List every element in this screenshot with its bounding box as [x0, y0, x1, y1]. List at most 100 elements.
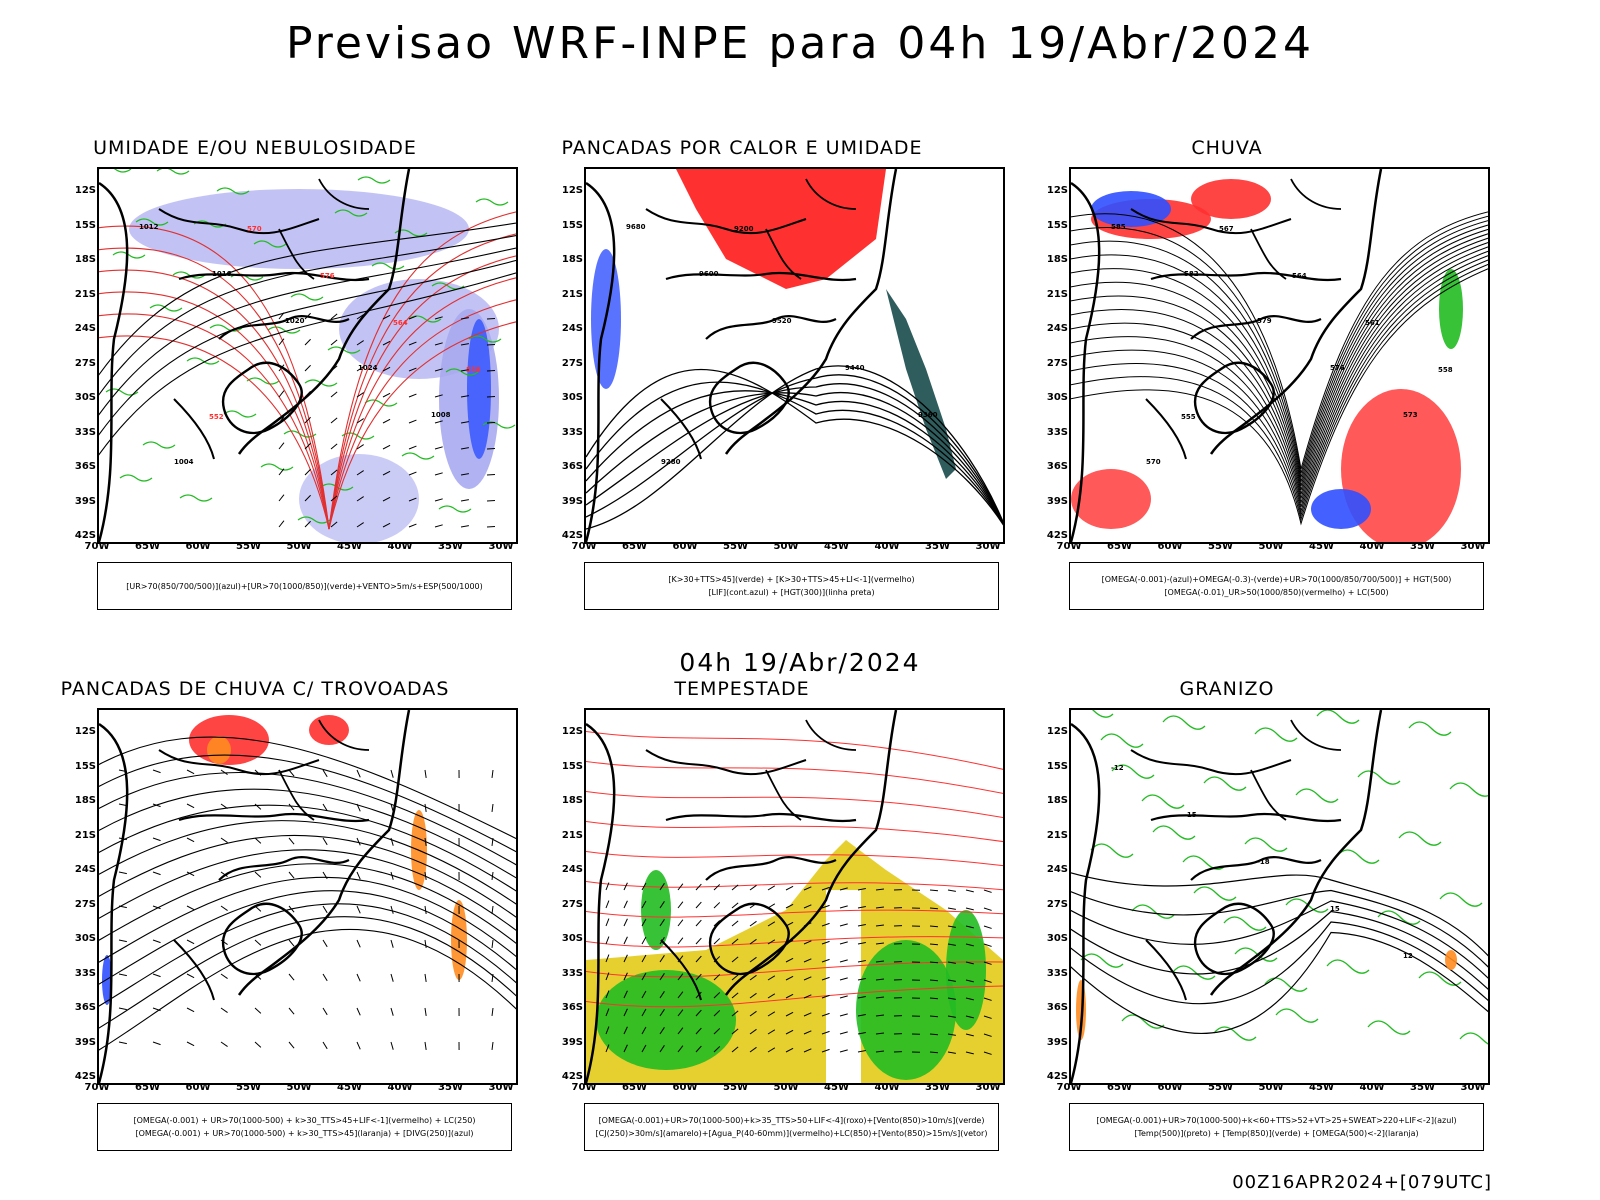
wind-vector — [356, 470, 364, 476]
contour-line — [645, 749, 807, 776]
contour-label: 1016 — [212, 270, 232, 278]
wind-vector — [186, 905, 195, 911]
wind-vector — [486, 343, 496, 346]
wind-vector — [713, 938, 721, 945]
contour-line — [267, 326, 301, 334]
longitude-tick-label: 65W — [622, 541, 647, 552]
wind-vector — [947, 961, 956, 964]
wind-vector — [965, 1033, 974, 1037]
contour-line — [1071, 263, 1488, 522]
wind-vector — [254, 939, 262, 946]
wind-vector — [424, 905, 427, 914]
wind-vector — [118, 1007, 127, 1011]
wind-vector — [220, 973, 228, 979]
wind-vector — [803, 994, 812, 999]
wind-vector — [983, 889, 992, 893]
wind-vector — [605, 882, 610, 891]
wind-vector — [356, 905, 361, 914]
latitude-tick-label: 15S — [561, 760, 583, 772]
panel-legend: [OMEGA(-0.001)-(azul)+OMEGA(-0.3)-(verde… — [1069, 562, 1484, 610]
wind-vector — [767, 1029, 776, 1035]
longitude-tick-label: 35W — [1410, 541, 1435, 552]
longitude-tick-label: 65W — [622, 1082, 647, 1093]
wind-vector — [486, 525, 496, 528]
contour-line — [99, 247, 516, 416]
wind-vector — [390, 837, 394, 846]
contour-line — [660, 939, 702, 1001]
wind-vector — [288, 837, 295, 845]
wind-vector — [641, 936, 647, 945]
wind-vector — [434, 394, 443, 398]
contour-line — [1100, 733, 1144, 748]
wind-vector — [491, 871, 494, 880]
wind-vector — [278, 520, 285, 528]
wind-vector — [186, 973, 195, 979]
latitude-tick-label: 21S — [74, 288, 96, 300]
wind-vector — [254, 803, 262, 810]
wind-vector — [288, 905, 295, 913]
contour-line — [1071, 255, 1488, 513]
contour-line — [1071, 722, 1101, 1083]
contour-label: 585 — [1111, 223, 1126, 231]
wind-vector — [486, 369, 496, 372]
wind-vector — [118, 973, 127, 977]
contour-line — [1190, 856, 1322, 881]
green-area — [856, 940, 956, 1080]
wind-vector — [460, 421, 469, 424]
contour-line — [290, 293, 324, 301]
wind-vector — [152, 939, 161, 944]
contour-line — [99, 788, 516, 879]
wind-vector — [434, 368, 443, 372]
contour-label: 9680 — [626, 223, 646, 231]
latitude-axis: 12S 15S 18S 21S 24S 27S 30S 33S 36S 39S 42S — [1032, 167, 1068, 541]
contour-line — [1071, 246, 1488, 503]
map-panel: PANCADAS POR CALOR E UMIDADE 9680 9600 9520… — [487, 137, 1005, 617]
contour-line — [1459, 1032, 1488, 1045]
wind-vector — [382, 522, 391, 528]
wind-vector — [382, 314, 391, 320]
wind-vector — [278, 390, 285, 398]
contour-line — [278, 228, 315, 280]
wind-vector — [424, 871, 427, 880]
wind-vector — [288, 1007, 295, 1015]
wind-vector — [749, 1010, 757, 1017]
wind-vector — [322, 1007, 328, 1016]
contour-line — [149, 304, 183, 312]
wind-vector — [330, 495, 338, 502]
contour-label: 9200 — [734, 225, 754, 233]
wind-vector — [965, 1015, 974, 1019]
latitude-tick-label: 39S — [74, 495, 96, 507]
latitude-tick-label: 24S — [561, 864, 583, 875]
contour-line — [1071, 889, 1488, 968]
contour-line — [586, 369, 1003, 526]
wind-vector — [875, 996, 885, 999]
wind-vector — [713, 1010, 721, 1017]
longitude-tick-label: 70W — [571, 1082, 597, 1093]
contour-label: 576 — [320, 272, 335, 280]
contour-line — [1326, 959, 1370, 974]
legend-line: [OMEGA(-0.001) + UR>70(1000-500) + k>30_… — [133, 1116, 476, 1125]
wind-vector — [486, 317, 496, 320]
contour-label: 9600 — [699, 270, 719, 278]
contour-line — [178, 812, 370, 823]
contour-line — [172, 271, 206, 279]
contour-line — [586, 722, 616, 1083]
wind-vector — [434, 316, 443, 320]
contour-line — [586, 850, 1003, 867]
legend-line: [OMEGA(-0.001) + UR>70(1000-500) + k>30_… — [135, 1129, 474, 1138]
wind-vector — [875, 1014, 885, 1017]
wind-vector — [424, 1007, 427, 1016]
wind-vector — [803, 940, 812, 945]
wind-vector — [929, 907, 939, 910]
contour-line — [1336, 849, 1380, 864]
longitude-tick-label: 50W — [1258, 541, 1284, 552]
wind-vector — [408, 445, 417, 450]
latitude-tick-label: 24S — [1046, 864, 1068, 875]
longitude-axis: 70W 65W 60W 55W 50W 45W 40W 35W 30W — [572, 541, 1005, 557]
wind-vector — [731, 992, 739, 999]
latitude-tick-label: 30S — [74, 933, 96, 944]
wind-vector — [356, 769, 361, 778]
latitude-tick-label: 30S — [561, 933, 583, 944]
contour-label: 552 — [209, 413, 224, 421]
legend-line: [OMEGA(-0.001)+UR>70(1000-500)+k>35_TTS>… — [598, 1116, 985, 1125]
